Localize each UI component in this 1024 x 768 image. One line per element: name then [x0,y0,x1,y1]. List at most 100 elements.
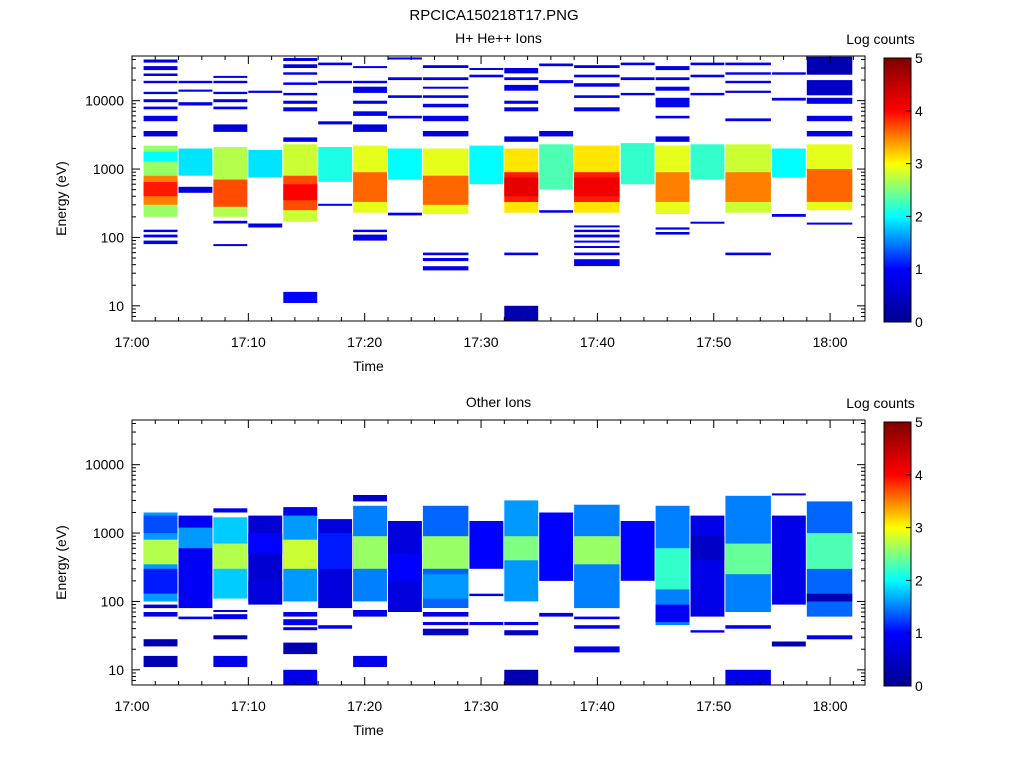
spectrogram-cell [248,580,283,602]
spectrogram-cell [318,203,353,206]
spectrogram-cell [574,234,620,238]
spectrogram-cell [283,92,318,96]
spectrogram-cell [213,99,248,103]
spectrogram-cell [469,74,504,78]
spectrogram-cell [318,625,353,629]
spectrogram-cell [178,80,213,84]
x-tick-label: 17:00 [114,698,149,714]
spectrogram-cell [422,266,469,271]
spectrogram-cell [283,107,318,112]
spectrogram-cell [143,639,178,647]
spectrogram-cell [504,107,539,112]
spectrogram-cell [806,56,853,75]
spectrogram-cell [806,533,853,569]
spectrogram-cell [422,131,469,137]
spectrogram-cell [771,515,806,605]
spectrogram-cell [574,246,620,248]
colorbar-top: Log counts 0 1 2 3 4 5 [846,31,923,330]
colorbar-tick-label: 3 [915,520,923,536]
spectrogram-cell [806,131,853,137]
spectrogram-cell [283,539,318,569]
spectrogram-cell [806,169,853,202]
spectrogram-cell [504,100,539,104]
spectrogram-cell [725,669,771,685]
spectrogram-cell [422,65,469,68]
spectrogram-cell [213,508,248,513]
y-tick-label: 1000 [93,161,124,177]
spectrogram-cell [469,145,504,185]
spectrogram-cell [725,62,771,66]
spectrogram-cell [318,147,353,182]
x-tick-label: 17:10 [231,334,266,350]
spectrogram-cell [771,641,806,647]
spectrogram-cell [213,80,248,84]
x-tick-label: 17:10 [231,698,266,714]
spectrogram-cell [422,252,469,256]
spectrogram-cell [690,92,725,96]
spectrogram-cell [143,115,178,122]
colorbar-tick-label: 5 [915,414,923,430]
spectrogram-cell [353,100,387,104]
spectrogram-cell [283,184,318,201]
x-tick-label: 17:20 [347,334,382,350]
spectrogram-cell [178,186,213,193]
colorbar-title: Log counts [846,395,915,411]
spectrogram-cell [620,143,655,185]
colorbar-tick-label: 2 [915,208,923,224]
spectrogram-cell [469,521,504,569]
spectrogram-cell [143,80,178,84]
spectrogram-cell [504,305,539,321]
spectrogram-cell [422,574,469,599]
x-axis-label-top: Time [353,358,384,374]
spectrogram-cell [178,527,213,549]
panel-title-top: H+ He++ Ions [455,30,542,46]
spectrogram-cell [353,80,387,84]
spectrogram-cell [283,82,318,85]
spectrogram-cell [574,107,620,112]
spectrogram-cell [143,515,178,534]
spectrogram-cell [283,72,318,75]
spectrogram-cell [574,177,620,197]
spectrogram-cell [806,97,853,104]
colorbar-gradient [883,57,912,323]
spectrogram-cell [574,616,620,620]
spectrogram-cell [422,86,469,89]
y-tick-label: 10000 [85,457,124,473]
spectrogram-cell [143,240,178,245]
spectrogram-cell [655,136,690,142]
plot-frame-bottom [131,419,866,686]
spectrogram-cell [422,115,469,122]
figure-title: RPCICA150218T17.PNG [409,7,578,24]
spectrogram-cell [283,100,318,104]
spectrogram-cell [620,62,655,66]
spectrogram-cell [806,80,853,96]
spectrogram-cell [574,65,620,68]
spectrogram-cell [806,635,853,640]
spectrogram-cell [771,493,806,496]
spectrogram-cell [539,512,574,581]
spectrogram-cell [655,66,690,71]
colorbar-tick-label: 1 [915,261,923,277]
colorbar-tick-label: 3 [915,156,923,172]
spectrogram-cell [143,66,178,71]
y-tick-label: 10 [108,298,124,314]
spectrogram-cell [620,92,655,96]
spectrogram-cell [213,543,248,569]
spectrogram-cell [655,97,690,108]
spectrogram-cell [539,80,574,84]
x-tick-label: 17:50 [696,698,731,714]
spectrogram-cell [353,234,387,241]
spectrogram-cell [725,543,771,575]
spectrogram-cell [353,66,387,69]
spectrogram-cell [178,102,213,106]
x-tick-label: 17:30 [464,334,499,350]
spectrogram-cell [771,148,806,178]
spectrogram-cell [248,223,283,228]
spectrogram-cell [283,619,318,626]
spectrogram-cell [574,240,620,243]
spectrogram-cell [655,115,690,119]
spectrogram-cell [178,148,213,176]
spectrogram-cell [655,604,690,623]
spectrogram-cell [504,630,539,636]
spectrogram-cell [213,220,248,224]
